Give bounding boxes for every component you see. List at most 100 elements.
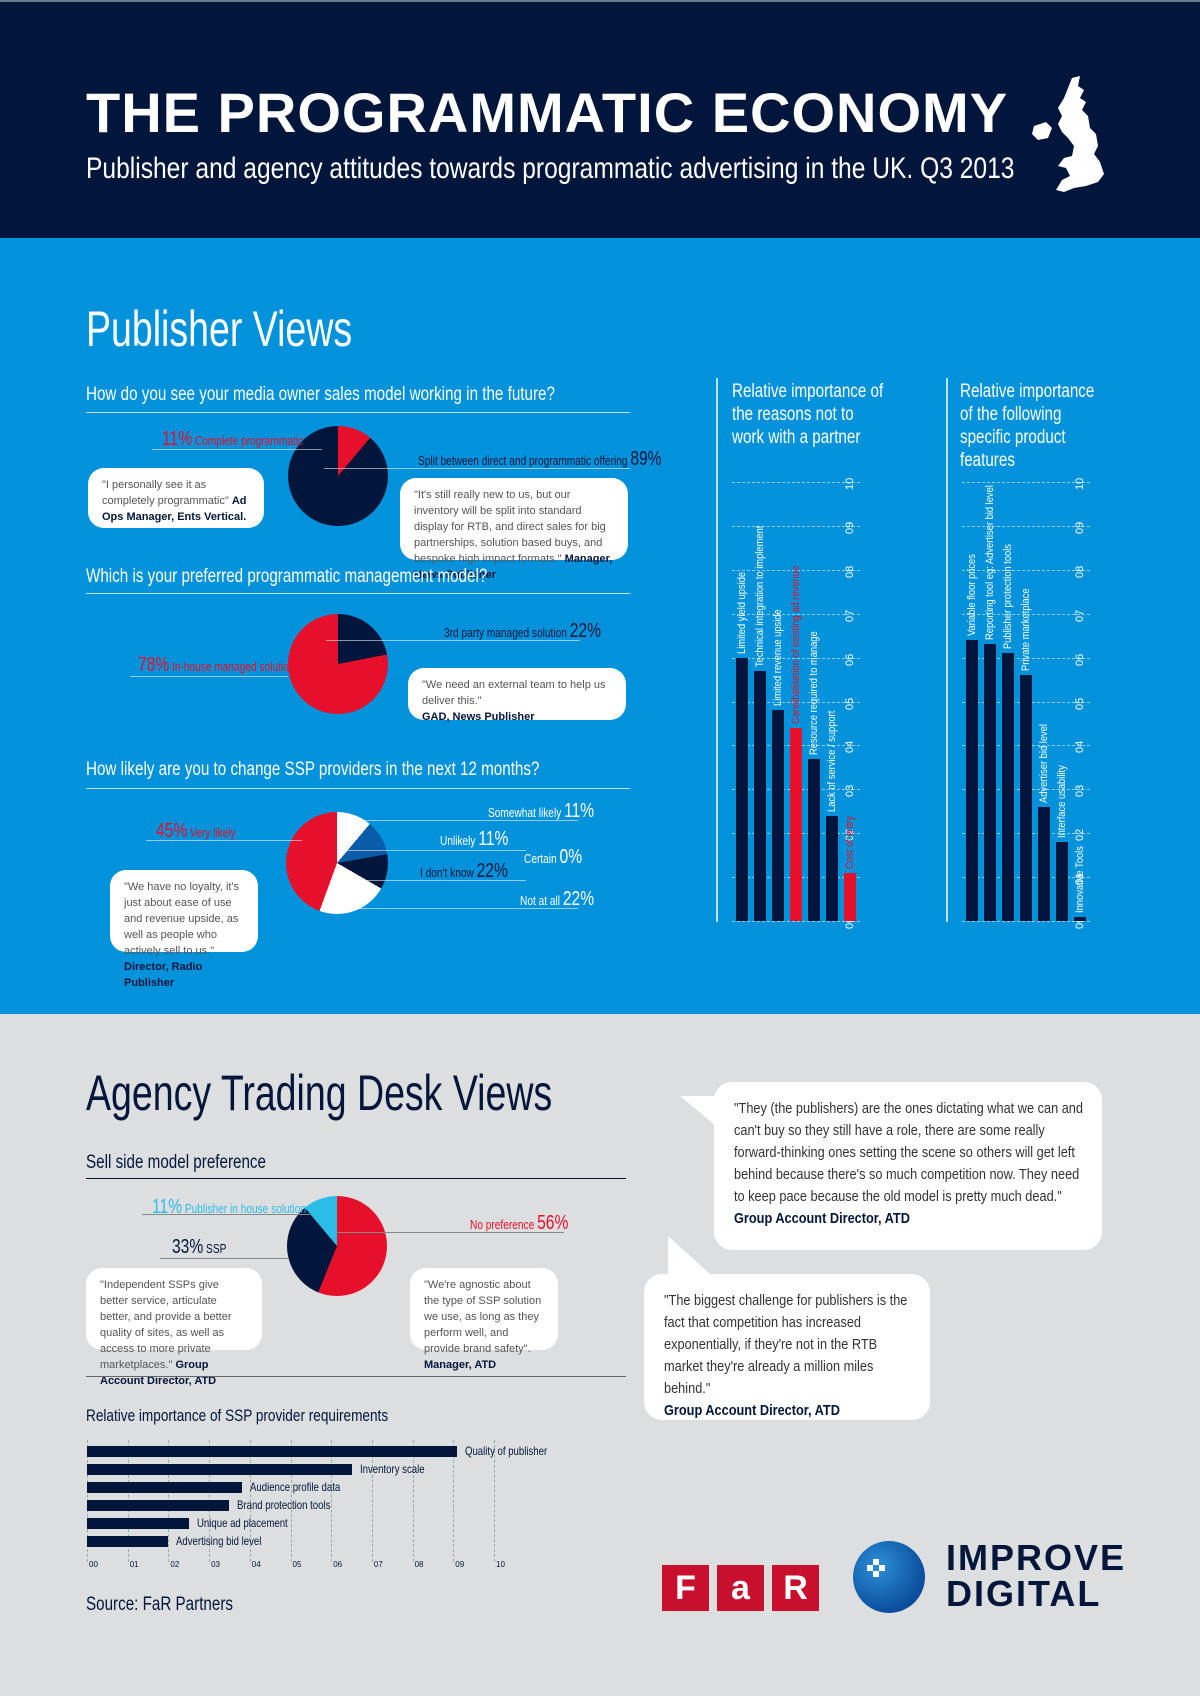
q1-leader-line xyxy=(324,468,630,469)
gridline xyxy=(249,1440,251,1562)
axis-tick: 01 xyxy=(129,1560,139,1569)
axis-tick: 10 xyxy=(496,1560,505,1569)
agency-quote-1: "They (the publishers) are the ones dict… xyxy=(714,1082,1102,1250)
q3-quote: "We have no loyalty, it's just about eas… xyxy=(110,870,258,989)
q1-label-split: Split between direct and programmatic of… xyxy=(418,448,662,470)
bar xyxy=(984,644,996,921)
bar-label: Private marketplace xyxy=(1020,588,1032,672)
gridline xyxy=(962,921,1090,922)
gridline xyxy=(453,1440,455,1562)
sell-side-quote-right: "We're agnostic about the type of SSP so… xyxy=(410,1268,558,1371)
axis-tick: 06 xyxy=(844,653,856,666)
axis-tick: 03 xyxy=(1074,785,1086,798)
sell-side-rule xyxy=(86,1178,626,1179)
sell-side-leader-line xyxy=(142,1214,310,1215)
axis-tick: 05 xyxy=(844,697,856,710)
bar-label: Reporting tool eg: Advertiser bid level xyxy=(984,485,996,641)
axis-tick: 10 xyxy=(844,477,856,490)
q1-quote-left: "I personally see it as completely progr… xyxy=(88,468,264,528)
bar xyxy=(966,640,978,921)
quote2-tail xyxy=(668,1236,710,1274)
bar-label: Limited yield upside xyxy=(736,571,748,654)
agency-views-title: Agency Trading Desk Views xyxy=(86,1065,553,1121)
bar-label: Cost of entry xyxy=(844,815,856,869)
bar-label: Interface usability xyxy=(1056,765,1068,838)
bar-label: Lack of service / support xyxy=(826,710,838,812)
bar xyxy=(1038,806,1050,921)
source-credit: Source: FaR Partners xyxy=(86,1594,233,1615)
far-partners-logo: F a R xyxy=(662,1565,819,1611)
sell-side-label-no-preference: No preference 56% xyxy=(470,1212,569,1234)
features-chart-divider xyxy=(946,378,948,922)
gridline xyxy=(371,1440,373,1562)
gridline xyxy=(962,657,1090,659)
axis-tick: 09 xyxy=(1074,521,1086,534)
q1-quote-right: "It's still really new to us, but our in… xyxy=(400,478,628,581)
q3-leader-line xyxy=(346,880,526,881)
features-chart-title: Relative importance of the following spe… xyxy=(960,381,1095,471)
uk-map-icon xyxy=(1032,76,1104,192)
bar-label: Inventory scale xyxy=(359,1462,425,1476)
bar-label: Technical integration to implement xyxy=(754,525,766,667)
page-title: THE PROGRAMMATIC ECONOMY xyxy=(86,81,1009,144)
gridline xyxy=(962,482,1090,483)
improve-digital-globe-icon xyxy=(853,1541,925,1613)
gridline xyxy=(732,701,860,703)
reasons-chart-divider xyxy=(716,378,718,922)
sell-side-label-publisher: 11% Publisher in house solution xyxy=(152,1196,307,1218)
logo-line-1: IMPROVE xyxy=(946,1537,1127,1578)
improve-digital-logo-text: IMPROVE DIGITAL xyxy=(946,1540,1126,1612)
logo-line-2: DIGITAL xyxy=(946,1573,1102,1614)
bar-label: Variable floor prices xyxy=(966,554,978,637)
q2-question: Which is your preferred programmatic man… xyxy=(86,566,488,587)
q2-label-3rd-party: 3rd party managed solution 22% xyxy=(444,620,601,642)
q3-leader-line xyxy=(338,820,578,821)
q3-leader-line xyxy=(146,840,302,841)
axis-tick: 08 xyxy=(844,565,856,578)
bar-label: Advertiser bid level xyxy=(1038,723,1050,803)
bar xyxy=(87,1482,242,1493)
bar-label: Resource required to manage xyxy=(808,630,820,755)
q3-label-unlikely: Unlikely 11% xyxy=(440,828,509,850)
sell-side-leader-line xyxy=(336,1232,564,1233)
gridline xyxy=(412,1440,414,1562)
bar-label: Limited revenue upside xyxy=(772,609,784,707)
q3-label-not-at-all: Not at all 22% xyxy=(520,888,595,910)
gridline xyxy=(331,1440,333,1562)
publisher-views-title: Publisher Views xyxy=(86,301,353,357)
gridline xyxy=(732,482,860,483)
q3-leader-line xyxy=(346,850,526,851)
q2-pie-chart xyxy=(288,614,388,714)
bar xyxy=(1056,841,1068,921)
gridline xyxy=(732,569,860,571)
axis-tick: 04 xyxy=(844,741,856,754)
sell-side-label-ssp: 33% SSP xyxy=(172,1236,227,1258)
q3-question: How likely are you to change SSP provide… xyxy=(86,759,540,780)
far-letter-f: F xyxy=(662,1565,709,1611)
bar xyxy=(1002,653,1014,921)
axis-tick: 05 xyxy=(292,1560,302,1569)
bar xyxy=(826,815,838,921)
bar-label: Cannibalisation of existing ad revenue xyxy=(790,565,802,724)
axis-tick: 04 xyxy=(1074,741,1086,754)
axis-tick: 02 xyxy=(170,1560,180,1569)
gridline xyxy=(494,1440,495,1562)
gridline xyxy=(732,613,860,615)
q1-label-complete: 11% Complete programmatic xyxy=(162,428,304,450)
page-subtitle: Publisher and agency attitudes towards p… xyxy=(86,152,1015,185)
gridline xyxy=(962,613,1090,615)
q2-label-in-house: 78% In-house managed solution xyxy=(138,654,295,676)
axis-tick: 02 xyxy=(1074,828,1086,842)
axis-tick: 07 xyxy=(373,1560,383,1569)
bar-label: Publisher protection tools xyxy=(1002,544,1014,650)
bar-label: Audience profile data xyxy=(249,1480,340,1494)
gridline xyxy=(290,1440,292,1562)
agency-quote-2: "The biggest challenge for publishers is… xyxy=(644,1274,930,1420)
bar xyxy=(736,657,748,921)
agency-divider xyxy=(86,1376,626,1377)
bar-label: Brand protection tools xyxy=(237,1498,331,1512)
sell-side-pie-chart xyxy=(287,1196,387,1296)
bar xyxy=(808,758,820,921)
axis-tick: 05 xyxy=(1074,697,1086,710)
bar xyxy=(1074,916,1086,921)
